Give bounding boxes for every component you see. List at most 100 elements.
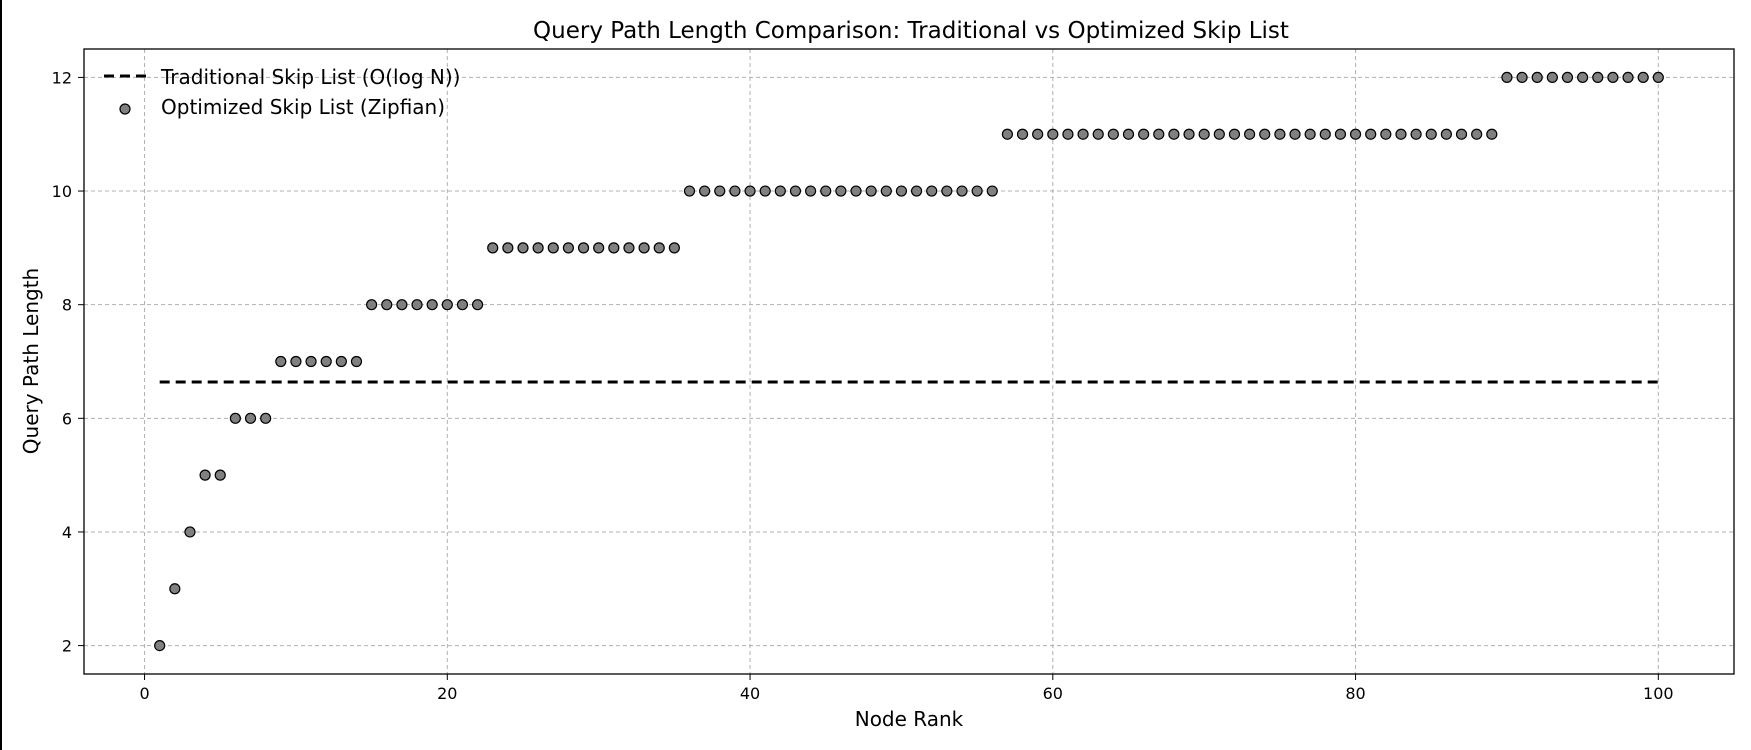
data-point-optimized — [396, 299, 408, 311]
data-point-optimized — [1183, 128, 1195, 140]
y-tick-label: 4 — [62, 523, 72, 542]
data-point-optimized — [744, 185, 756, 197]
data-point-optimized — [1577, 71, 1589, 84]
data-point-optimized — [517, 242, 529, 254]
x-tick-label: 100 — [1643, 684, 1674, 703]
data-point-optimized — [608, 242, 620, 254]
x-tick-label: 60 — [1043, 684, 1063, 703]
data-point-optimized — [1471, 128, 1483, 140]
data-point-optimized — [1561, 71, 1574, 84]
data-point-optimized — [638, 242, 650, 254]
chart-title: Query Path Length Comparison: Traditiona… — [533, 18, 1289, 44]
data-point-optimized — [260, 412, 272, 424]
axis-ticks: 0 20 40 60 80 100 2 4 6 8 10 12 — [52, 68, 1674, 703]
data-point-optimized — [1107, 128, 1119, 140]
data-point-optimized — [1153, 128, 1165, 140]
data-point-optimized — [1622, 71, 1634, 84]
data-point-optimized — [547, 242, 559, 254]
data-point-optimized — [1607, 71, 1619, 84]
data-point-optimized — [1546, 71, 1558, 84]
data-point-optimized — [1016, 128, 1029, 140]
data-point-optimized — [820, 185, 832, 197]
data-point-optimized — [1425, 128, 1437, 140]
x-axis-label: Node Rank — [855, 707, 964, 731]
data-point-optimized — [214, 469, 226, 481]
y-tick-label: 8 — [62, 296, 72, 315]
data-point-optimized — [577, 242, 590, 254]
y-axis-label: Query Path Length — [19, 268, 43, 454]
y-tick-label: 10 — [52, 182, 72, 201]
data-point-optimized — [1304, 128, 1316, 140]
data-point-optimized — [411, 299, 423, 311]
data-point-optimized — [1516, 71, 1528, 84]
data-point-optimized — [759, 185, 771, 197]
data-point-optimized — [1047, 128, 1059, 140]
data-point-optimized — [154, 639, 166, 652]
data-point-optimized — [805, 185, 817, 197]
data-point-optimized — [1455, 128, 1468, 140]
data-point-optimized — [1122, 128, 1135, 140]
data-point-optimized — [880, 185, 892, 197]
data-point-optimized — [441, 299, 453, 311]
data-point-optimized — [1486, 128, 1498, 140]
data-point-optimized — [1001, 128, 1013, 140]
data-point-optimized — [1365, 128, 1377, 140]
data-point-optimized — [320, 355, 332, 368]
data-point-optimized — [487, 242, 499, 254]
data-point-optimized — [1032, 128, 1044, 140]
data-point-optimized — [1410, 128, 1422, 140]
grid — [84, 49, 1734, 674]
data-point-optimized — [335, 355, 347, 368]
data-point-optimized — [941, 185, 953, 197]
data-point-optimized — [184, 526, 196, 538]
data-point-optimized — [1243, 128, 1256, 140]
data-point-optimized — [381, 299, 393, 311]
data-point-optimized — [1592, 71, 1604, 84]
plot-area-border — [83, 48, 1735, 675]
data-point-optimized — [1077, 128, 1089, 140]
data-point-optimized — [169, 583, 181, 595]
data-point-optimized — [971, 185, 983, 197]
data-point-optimized — [456, 299, 469, 311]
data-point-optimized — [1395, 128, 1407, 140]
data-point-optimized — [714, 185, 726, 197]
data-point-optimized — [426, 299, 438, 311]
data-point-optimized — [562, 242, 575, 254]
data-point-optimized — [850, 185, 862, 197]
data-point-optimized — [774, 185, 786, 197]
data-point-optimized — [683, 185, 696, 197]
data-point-optimized — [532, 242, 544, 254]
data-point-optimized — [1289, 128, 1301, 140]
legend: Traditional Skip List (O(log N)) Optimiz… — [104, 65, 460, 119]
data-point-optimized — [956, 185, 968, 197]
data-point-optimized — [1349, 128, 1362, 140]
data-point-optimized — [1501, 71, 1513, 84]
data-point-optimized — [502, 242, 514, 254]
data-point-optimized — [926, 185, 938, 197]
data-point-optimized — [1198, 128, 1210, 140]
data-point-optimized — [699, 185, 711, 197]
data-point-optimized — [1259, 128, 1271, 140]
data-point-optimized — [910, 185, 923, 197]
data-point-optimized — [729, 185, 741, 197]
y-tick-label: 6 — [62, 409, 72, 428]
y-tick-label: 12 — [52, 68, 72, 87]
data-point-optimized — [1334, 128, 1347, 140]
legend-marker-swatch — [119, 103, 131, 115]
data-point-optimized — [275, 355, 287, 368]
x-tick-label: 80 — [1345, 684, 1365, 703]
data-point-optimized — [1319, 128, 1331, 140]
data-point-optimized — [229, 412, 241, 424]
data-point-optimized — [1138, 128, 1150, 140]
data-point-optimized — [305, 355, 317, 368]
data-point-optimized — [1168, 128, 1180, 140]
data-point-optimized — [1092, 128, 1104, 140]
data-point-optimized — [350, 355, 363, 368]
data-point-optimized — [471, 299, 484, 311]
y-tick-label: 2 — [62, 637, 72, 656]
x-tick-label: 20 — [437, 684, 457, 703]
data-point-optimized — [1531, 71, 1543, 84]
x-tick-label: 40 — [740, 684, 760, 703]
data-point-optimized — [986, 185, 998, 197]
